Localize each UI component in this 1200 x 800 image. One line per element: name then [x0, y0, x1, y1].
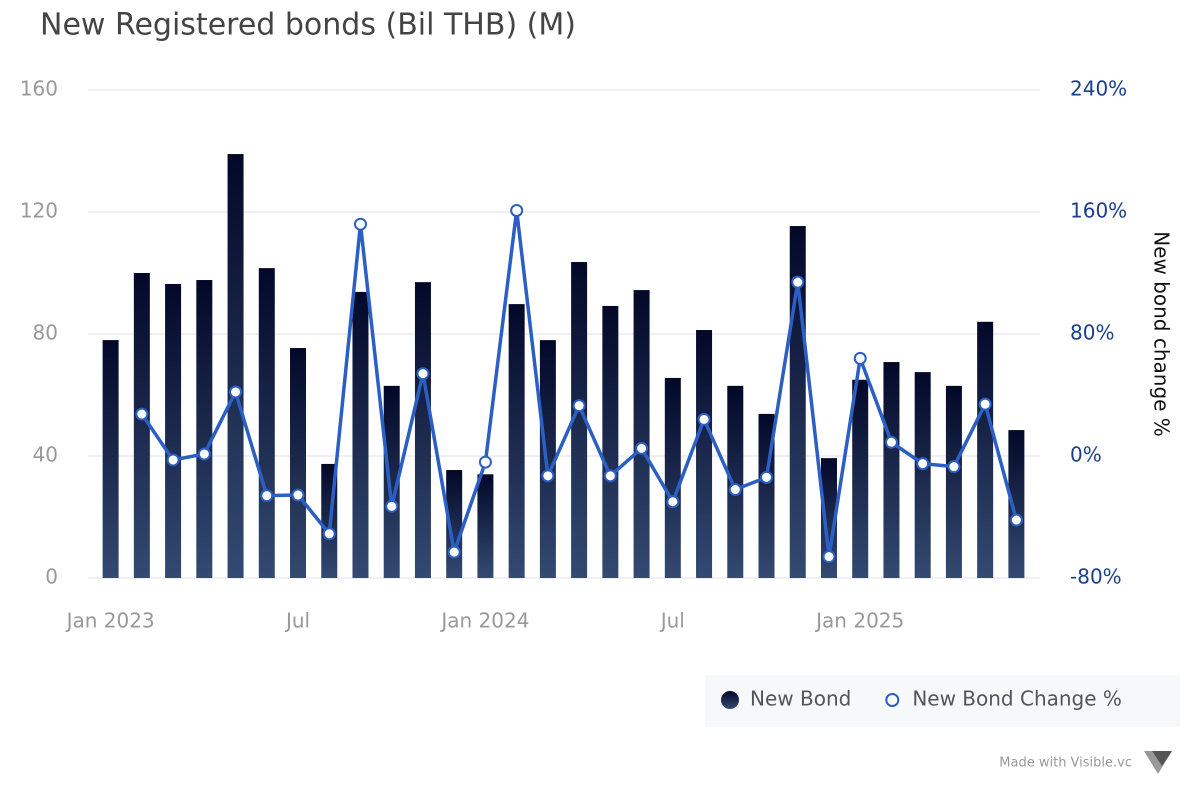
bar	[914, 372, 931, 578]
line-marker	[447, 545, 461, 559]
bar	[290, 348, 307, 578]
legend-swatch	[885, 693, 900, 707]
line-marker	[916, 457, 930, 471]
line-marker	[197, 447, 211, 461]
y2-tick-label: 80%	[1070, 321, 1114, 345]
bar	[196, 280, 213, 578]
line-marker	[853, 351, 867, 365]
line-marker	[635, 441, 649, 455]
bar	[696, 330, 713, 578]
line-marker	[416, 367, 430, 381]
bar	[102, 340, 119, 578]
line-marker	[541, 469, 555, 483]
line-marker	[353, 217, 367, 231]
y2-tick-label: 240%	[1070, 77, 1127, 101]
legend-box	[705, 675, 1180, 727]
bar	[727, 385, 744, 578]
line-marker	[1009, 513, 1023, 527]
y2-tick-label: -80%	[1070, 565, 1122, 589]
y-tick-label: 40	[33, 443, 58, 467]
bar	[414, 282, 431, 578]
line-marker	[572, 399, 586, 413]
line-marker	[697, 412, 711, 426]
line-marker	[603, 469, 617, 483]
bar	[945, 385, 962, 578]
bar	[633, 290, 650, 578]
line-marker	[822, 550, 836, 564]
line-marker	[385, 499, 399, 513]
bar	[477, 474, 494, 578]
x-tick-label: Jan 2024	[439, 609, 529, 633]
footer: Made with Visible.vc	[999, 756, 1132, 771]
bar	[352, 291, 369, 578]
line-marker	[947, 460, 961, 474]
line-marker	[884, 435, 898, 449]
bar	[602, 305, 619, 578]
logo	[1152, 751, 1172, 766]
y2-tick-label: 0%	[1070, 443, 1102, 467]
chart-title: New Registered bonds (Bil THB) (M)	[40, 8, 576, 43]
bar	[258, 268, 275, 578]
x-tick-label: Jan 2023	[65, 609, 155, 633]
line-marker	[135, 407, 149, 421]
bar	[165, 283, 182, 578]
line-marker	[760, 470, 774, 484]
bar	[1008, 430, 1025, 578]
x-tick-label: Jul	[284, 609, 310, 633]
line-marker	[166, 453, 180, 467]
bar	[227, 154, 244, 579]
line-marker	[510, 203, 524, 217]
legend-label: New Bond Change %	[912, 687, 1122, 711]
x-tick-label: Jul	[659, 609, 685, 633]
line-marker	[791, 275, 805, 289]
bar	[133, 273, 150, 578]
line-marker	[322, 527, 336, 541]
bar	[664, 377, 681, 578]
bar	[852, 379, 869, 578]
line-marker	[291, 488, 305, 502]
line-marker	[728, 483, 742, 497]
line-marker	[478, 455, 492, 469]
y2-tick-label: 160%	[1070, 199, 1127, 223]
y-tick-label: 160	[20, 77, 58, 101]
bar	[571, 262, 588, 578]
line-marker	[260, 489, 274, 503]
line-marker	[229, 385, 243, 399]
line-marker	[666, 495, 680, 509]
x-tick-label: Jan 2025	[814, 609, 904, 633]
y-tick-label: 0	[45, 565, 58, 589]
bar	[383, 385, 400, 578]
legend-swatch	[721, 691, 739, 709]
bar	[977, 321, 994, 578]
y2-axis-label: New bond change %	[1150, 231, 1174, 437]
bar	[539, 340, 556, 578]
bar	[820, 458, 837, 578]
y-tick-label: 120	[20, 199, 58, 223]
y-tick-label: 80	[33, 321, 58, 345]
bar	[883, 362, 900, 578]
line-marker	[978, 397, 992, 411]
bar	[508, 304, 525, 578]
legend-label: New Bond	[750, 687, 851, 711]
